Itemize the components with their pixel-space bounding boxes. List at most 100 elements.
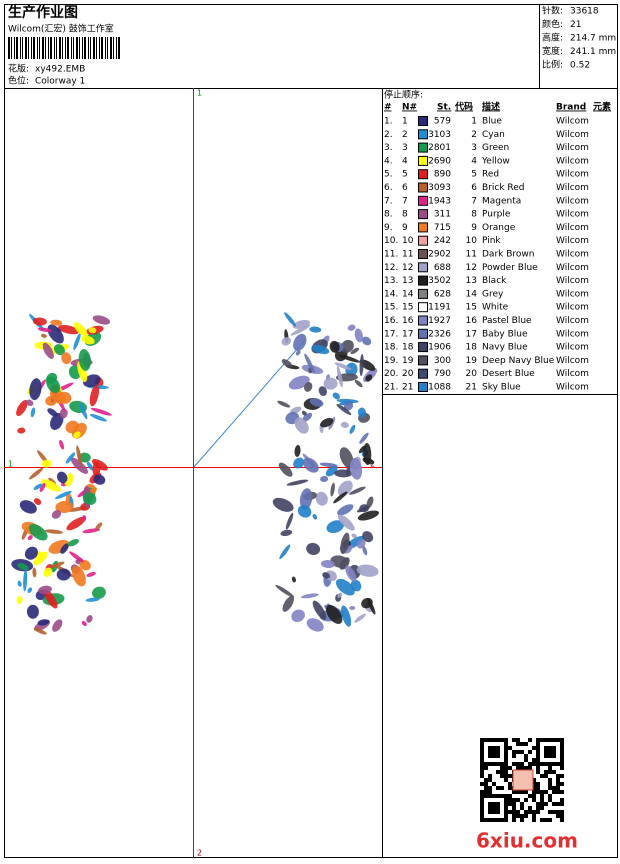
stitch-fill — [350, 347, 360, 355]
qr-module — [504, 810, 508, 814]
stitch-fill — [78, 349, 91, 371]
code: 8 — [471, 210, 477, 220]
qr-module — [516, 790, 520, 794]
bar — [8, 37, 10, 59]
description: Yellow — [481, 156, 510, 166]
bar — [45, 37, 46, 59]
description: Blue — [482, 117, 502, 127]
qr-module — [488, 802, 492, 806]
qr-module — [540, 798, 544, 802]
stitch-fill — [312, 600, 327, 620]
stitches: 3103 — [428, 130, 451, 140]
stat-label: 针数: — [542, 5, 563, 17]
stitches: 1906 — [428, 343, 451, 353]
bar — [90, 37, 91, 59]
bar — [79, 37, 80, 59]
stitch-fill — [300, 593, 319, 599]
brand: Wilcom — [556, 289, 589, 299]
qr-module — [484, 782, 488, 786]
qr-module — [480, 806, 484, 810]
qr-module — [504, 766, 508, 770]
qr-module — [496, 762, 500, 766]
row-index: 20. — [384, 369, 398, 379]
qr-module — [536, 746, 540, 750]
qr-module — [480, 766, 484, 770]
stitch-fill — [59, 408, 68, 419]
row-index: 8. — [384, 210, 393, 220]
qr-module — [500, 774, 504, 778]
qr-module — [524, 754, 528, 758]
bar — [82, 37, 83, 59]
row-index: 17. — [384, 329, 398, 339]
stitch-fill — [332, 392, 340, 400]
code: 14 — [466, 289, 478, 299]
qr-module — [512, 810, 516, 814]
stitch-fill — [354, 613, 366, 623]
qr-module — [516, 810, 520, 814]
needle: 19 — [402, 356, 414, 366]
stitch-fill — [47, 324, 64, 344]
qr-module — [484, 762, 488, 766]
stitch-fill — [56, 471, 68, 484]
qr-module — [488, 806, 492, 810]
stitch-fill — [325, 570, 337, 582]
stitch-fill — [33, 551, 48, 566]
qr-module — [552, 790, 556, 794]
qr-module — [532, 794, 536, 798]
stitch-fill — [319, 462, 338, 468]
qr-module — [496, 750, 500, 754]
needle: 21 — [402, 383, 413, 393]
stitch-fill — [16, 400, 28, 417]
jump-line — [193, 339, 306, 468]
stitch-fill — [293, 333, 307, 351]
qr-module — [548, 782, 552, 786]
bar — [107, 37, 108, 59]
qr-module — [508, 774, 512, 778]
qr-module — [504, 774, 508, 778]
qr-module — [500, 762, 504, 766]
stitch-fill — [71, 565, 86, 587]
qr-module — [480, 746, 484, 750]
qr-module — [556, 786, 560, 790]
qr-module — [520, 818, 524, 822]
code: 16 — [466, 316, 478, 326]
stitch-fill — [81, 620, 87, 627]
qr-module — [500, 786, 504, 790]
qr-module — [496, 794, 500, 798]
stitch-fill — [295, 349, 301, 356]
stitch-fill — [293, 457, 305, 469]
description: Brick Red — [482, 183, 525, 193]
colorway-label: 色位: — [8, 75, 29, 87]
bar — [54, 37, 55, 59]
watermark: 6xiu.com — [476, 829, 578, 853]
qr-module — [504, 742, 508, 746]
stat-value: 241.1 mm — [570, 47, 616, 57]
stitch-fill — [51, 509, 62, 519]
qr-module — [556, 738, 560, 742]
stitch-fill — [306, 542, 321, 555]
qr-module — [496, 746, 500, 750]
stitch-fill — [60, 543, 69, 554]
swatch — [418, 315, 428, 326]
qr-module — [520, 766, 524, 770]
stitch-fill — [285, 512, 294, 530]
qr-module — [556, 782, 560, 786]
qr-module — [560, 810, 564, 814]
qr-module — [520, 806, 524, 810]
stitch-fill — [362, 531, 374, 543]
bar — [67, 37, 69, 59]
qr-module — [548, 786, 552, 790]
stitch-fill — [47, 408, 58, 417]
stitch-fill — [334, 362, 352, 370]
qr-module — [480, 818, 484, 822]
stitch-fill — [356, 539, 366, 549]
stitch-fill — [17, 427, 26, 434]
code: 2 — [471, 130, 477, 140]
stitch-fill — [336, 403, 352, 416]
code: 21 — [466, 383, 477, 393]
row-index: 6. — [384, 183, 393, 193]
stitch-fill — [52, 619, 63, 632]
qr-module — [480, 802, 484, 806]
qr-logo — [512, 769, 534, 791]
